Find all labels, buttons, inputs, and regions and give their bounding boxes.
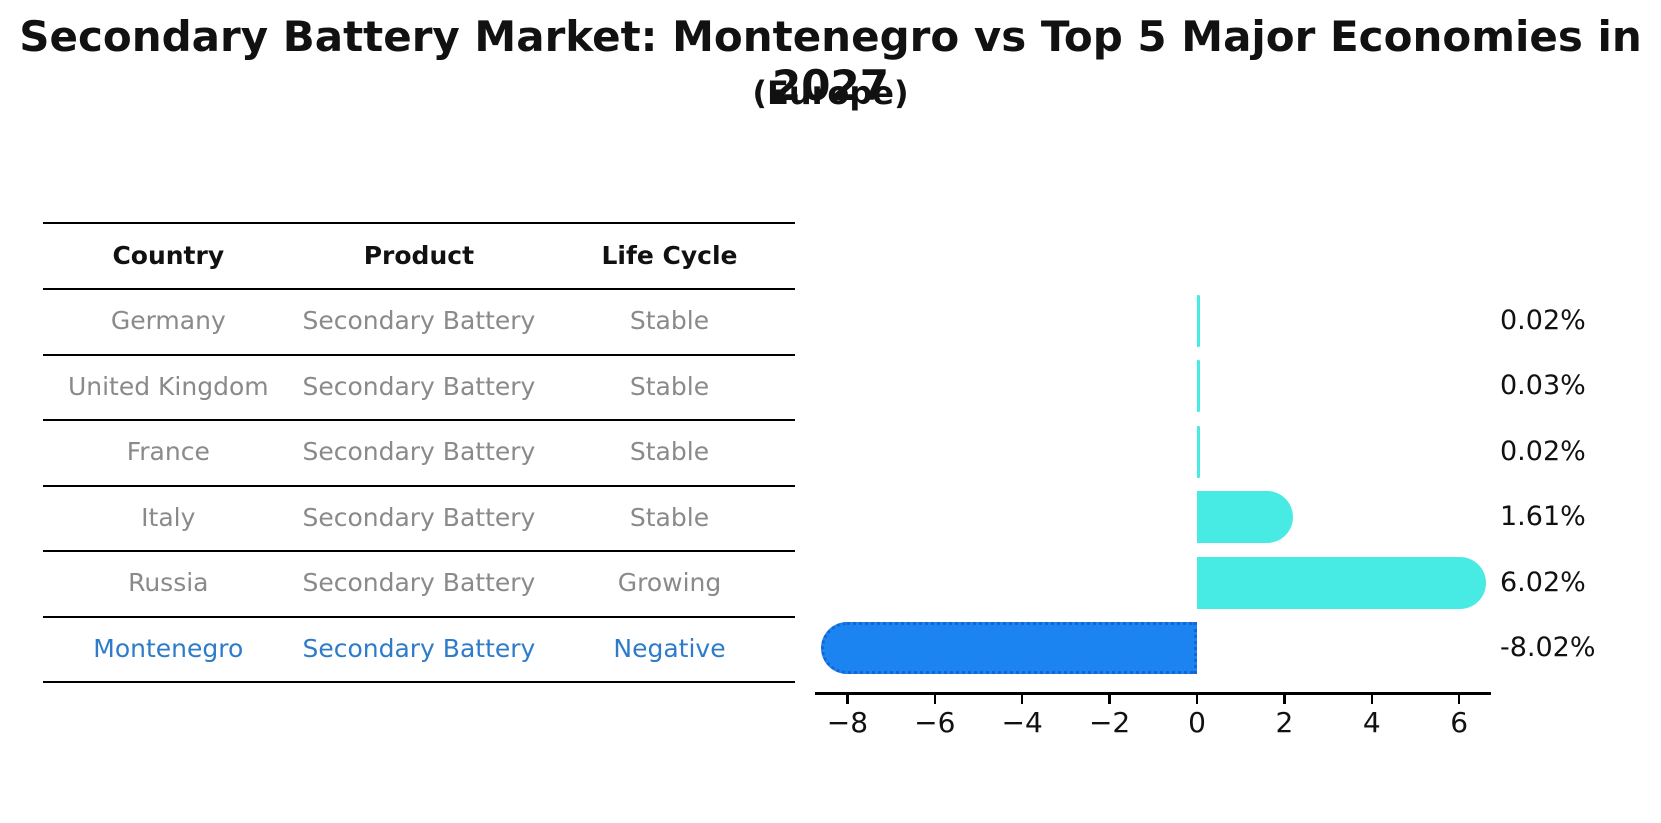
x-tick-label: −2 <box>1088 706 1131 739</box>
table-header-cell: Product <box>363 240 475 270</box>
x-tick-label: 4 <box>1362 706 1381 739</box>
table-header-row: Country Product Life Cycle <box>43 222 795 288</box>
bar-value-label: 6.02% <box>1500 566 1586 598</box>
table-rule <box>43 484 795 487</box>
bar-value-label: -8.02% <box>1500 632 1596 664</box>
bar-united-kingdom <box>1197 360 1200 413</box>
table-rule <box>43 288 795 290</box>
x-tick-label: −4 <box>1001 706 1043 739</box>
table-row: Russia Secondary Battery Growing <box>43 550 795 616</box>
table-rule <box>43 550 795 552</box>
table-cell-country: Germany <box>110 306 226 336</box>
table-cell-product: Secondary Battery <box>302 633 536 663</box>
table-row: Germany Secondary Battery Stable <box>43 288 795 354</box>
bar-value-label: 1.61% <box>1500 501 1586 533</box>
table-cell-lifecycle: Stable <box>629 437 710 467</box>
table-cell-product: Secondary Battery <box>302 568 536 598</box>
bar-france <box>1197 425 1200 478</box>
table-row: Montenegro Secondary Battery Negative <box>43 616 795 682</box>
x-tick-mark <box>1457 694 1461 704</box>
x-axis-line <box>815 692 1491 695</box>
x-tick-label: 0 <box>1188 706 1206 739</box>
table-cell-product: Secondary Battery <box>302 502 536 532</box>
bar-russia <box>1197 556 1487 609</box>
x-tick-mark <box>1283 694 1286 704</box>
table-rule <box>43 681 795 683</box>
bar-value-label: 0.03% <box>1500 370 1586 402</box>
table-header-cell: Life Cycle <box>601 240 738 270</box>
bar-value-label: 0.02% <box>1500 304 1586 336</box>
table-header-cell: Country <box>112 240 225 270</box>
table-cell-lifecycle: Growing <box>617 568 722 598</box>
x-tick-mark <box>1195 694 1199 704</box>
bar-italy <box>1197 491 1294 544</box>
table-rule <box>43 419 795 421</box>
bar-value-label: 0.02% <box>1500 435 1586 467</box>
x-tick-label: 6 <box>1450 706 1469 739</box>
table-cell-country: Italy <box>141 502 196 532</box>
table-row: Italy Secondary Battery Stable <box>43 485 795 551</box>
table-cell-lifecycle: Stable <box>629 371 710 401</box>
x-tick-mark <box>1370 694 1374 704</box>
table-cell-lifecycle: Negative <box>613 633 726 663</box>
x-tick-label: 2 <box>1275 706 1294 739</box>
table-rule <box>43 615 795 618</box>
table-cell-country: Montenegro <box>93 633 244 663</box>
x-tick-mark <box>1020 694 1024 704</box>
table-cell-country: United Kingdom <box>67 371 269 401</box>
table-row: France Secondary Battery Stable <box>43 419 795 485</box>
chart-title: Secondary Battery Market: Montenegro vs … <box>19 12 1642 110</box>
table-cell-country: Russia <box>128 568 209 598</box>
table-cell-product: Secondary Battery <box>302 371 536 401</box>
table-cell-product: Secondary Battery <box>302 306 536 336</box>
table-cell-product: Secondary Battery <box>302 437 536 467</box>
table-rule <box>43 353 795 356</box>
table-cell-lifecycle: Stable <box>629 502 710 532</box>
chart-subtitle: (Europe) <box>752 74 909 112</box>
x-tick-mark <box>846 694 849 704</box>
x-tick-label: −6 <box>914 706 956 739</box>
table-rule <box>43 222 795 224</box>
table-cell-lifecycle: Stable <box>629 306 710 336</box>
table-row: United Kingdom Secondary Battery Stable <box>43 354 795 420</box>
x-tick-mark <box>1108 694 1111 704</box>
bar-germany <box>1197 294 1200 347</box>
x-tick-mark <box>933 694 937 704</box>
bar-montenegro <box>820 622 1197 675</box>
x-tick-label: −8 <box>826 706 869 739</box>
table-cell-country: France <box>126 437 210 467</box>
